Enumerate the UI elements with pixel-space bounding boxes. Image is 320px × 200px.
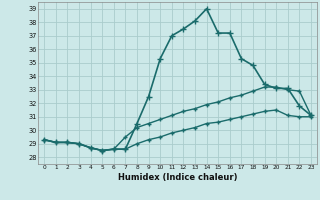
X-axis label: Humidex (Indice chaleur): Humidex (Indice chaleur) [118, 173, 237, 182]
